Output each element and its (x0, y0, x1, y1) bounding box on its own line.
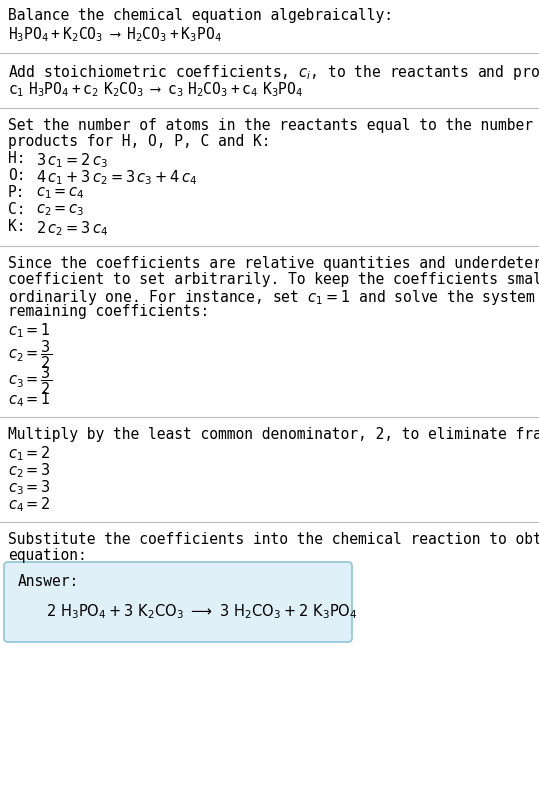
Text: $c_2 = 3$: $c_2 = 3$ (8, 461, 51, 480)
Text: O:: O: (8, 168, 25, 183)
Text: $3\,c_1 = 2\,c_3$: $3\,c_1 = 2\,c_3$ (36, 151, 108, 170)
Text: H:: H: (8, 151, 25, 166)
FancyBboxPatch shape (4, 562, 352, 642)
Text: Answer:: Answer: (18, 574, 79, 589)
Text: Since the coefficients are relative quantities and underdetermined, choose a: Since the coefficients are relative quan… (8, 256, 539, 271)
Text: $c_1 = 2$: $c_1 = 2$ (8, 444, 51, 463)
Text: $c_2 = c_3$: $c_2 = c_3$ (36, 202, 85, 217)
Text: C:: C: (8, 202, 25, 217)
Text: $c_3 = \dfrac{3}{2}$: $c_3 = \dfrac{3}{2}$ (8, 364, 52, 396)
Text: $2\ \mathrm{H_3PO_4} + 3\ \mathrm{K_2CO_3}\ \longrightarrow\ 3\ \mathrm{H_2CO_3}: $2\ \mathrm{H_3PO_4} + 3\ \mathrm{K_2CO_… (46, 602, 357, 621)
Text: Substitute the coefficients into the chemical reaction to obtain the balanced: Substitute the coefficients into the che… (8, 532, 539, 547)
Text: remaining coefficients:: remaining coefficients: (8, 304, 209, 319)
Text: $4\,c_1 + 3\,c_2 = 3\,c_3 + 4\,c_4$: $4\,c_1 + 3\,c_2 = 3\,c_3 + 4\,c_4$ (36, 168, 197, 187)
Text: K:: K: (8, 219, 25, 234)
Text: $c_1 = 1$: $c_1 = 1$ (8, 321, 51, 340)
Text: $\mathtt{c_1\ H_3PO_4 + c_2\ K_2CO_3\ \longrightarrow\ c_3\ H_2CO_3 + c_4\ K_3PO: $\mathtt{c_1\ H_3PO_4 + c_2\ K_2CO_3\ \l… (8, 80, 303, 99)
Text: $\mathtt{H_3PO_4 + K_2CO_3\ \longrightarrow\ H_2CO_3 + K_3PO_4}$: $\mathtt{H_3PO_4 + K_2CO_3\ \longrightar… (8, 25, 222, 43)
Text: Add stoichiometric coefficients, $\mathit{c_i}$, to the reactants and products:: Add stoichiometric coefficients, $\mathi… (8, 63, 539, 82)
Text: Multiply by the least common denominator, 2, to eliminate fractional coefficient: Multiply by the least common denominator… (8, 427, 539, 442)
Text: $c_1 = c_4$: $c_1 = c_4$ (36, 185, 85, 200)
Text: products for H, O, P, C and K:: products for H, O, P, C and K: (8, 134, 271, 149)
Text: coefficient to set arbitrarily. To keep the coefficients small, the arbitrary va: coefficient to set arbitrarily. To keep … (8, 272, 539, 287)
Text: $c_3 = 3$: $c_3 = 3$ (8, 478, 51, 496)
Text: $c_4 = 1$: $c_4 = 1$ (8, 390, 51, 409)
Text: $c_2 = \dfrac{3}{2}$: $c_2 = \dfrac{3}{2}$ (8, 338, 52, 371)
Text: ordinarily one. For instance, set $c_1 = 1$ and solve the system of equations fo: ordinarily one. For instance, set $c_1 =… (8, 288, 539, 307)
Text: $2\,c_2 = 3\,c_4$: $2\,c_2 = 3\,c_4$ (36, 219, 108, 237)
Text: equation:: equation: (8, 548, 87, 563)
Text: Balance the chemical equation algebraically:: Balance the chemical equation algebraica… (8, 8, 393, 23)
Text: P:: P: (8, 185, 25, 200)
Text: $c_4 = 2$: $c_4 = 2$ (8, 495, 51, 514)
Text: Set the number of atoms in the reactants equal to the number of atoms in the: Set the number of atoms in the reactants… (8, 118, 539, 133)
